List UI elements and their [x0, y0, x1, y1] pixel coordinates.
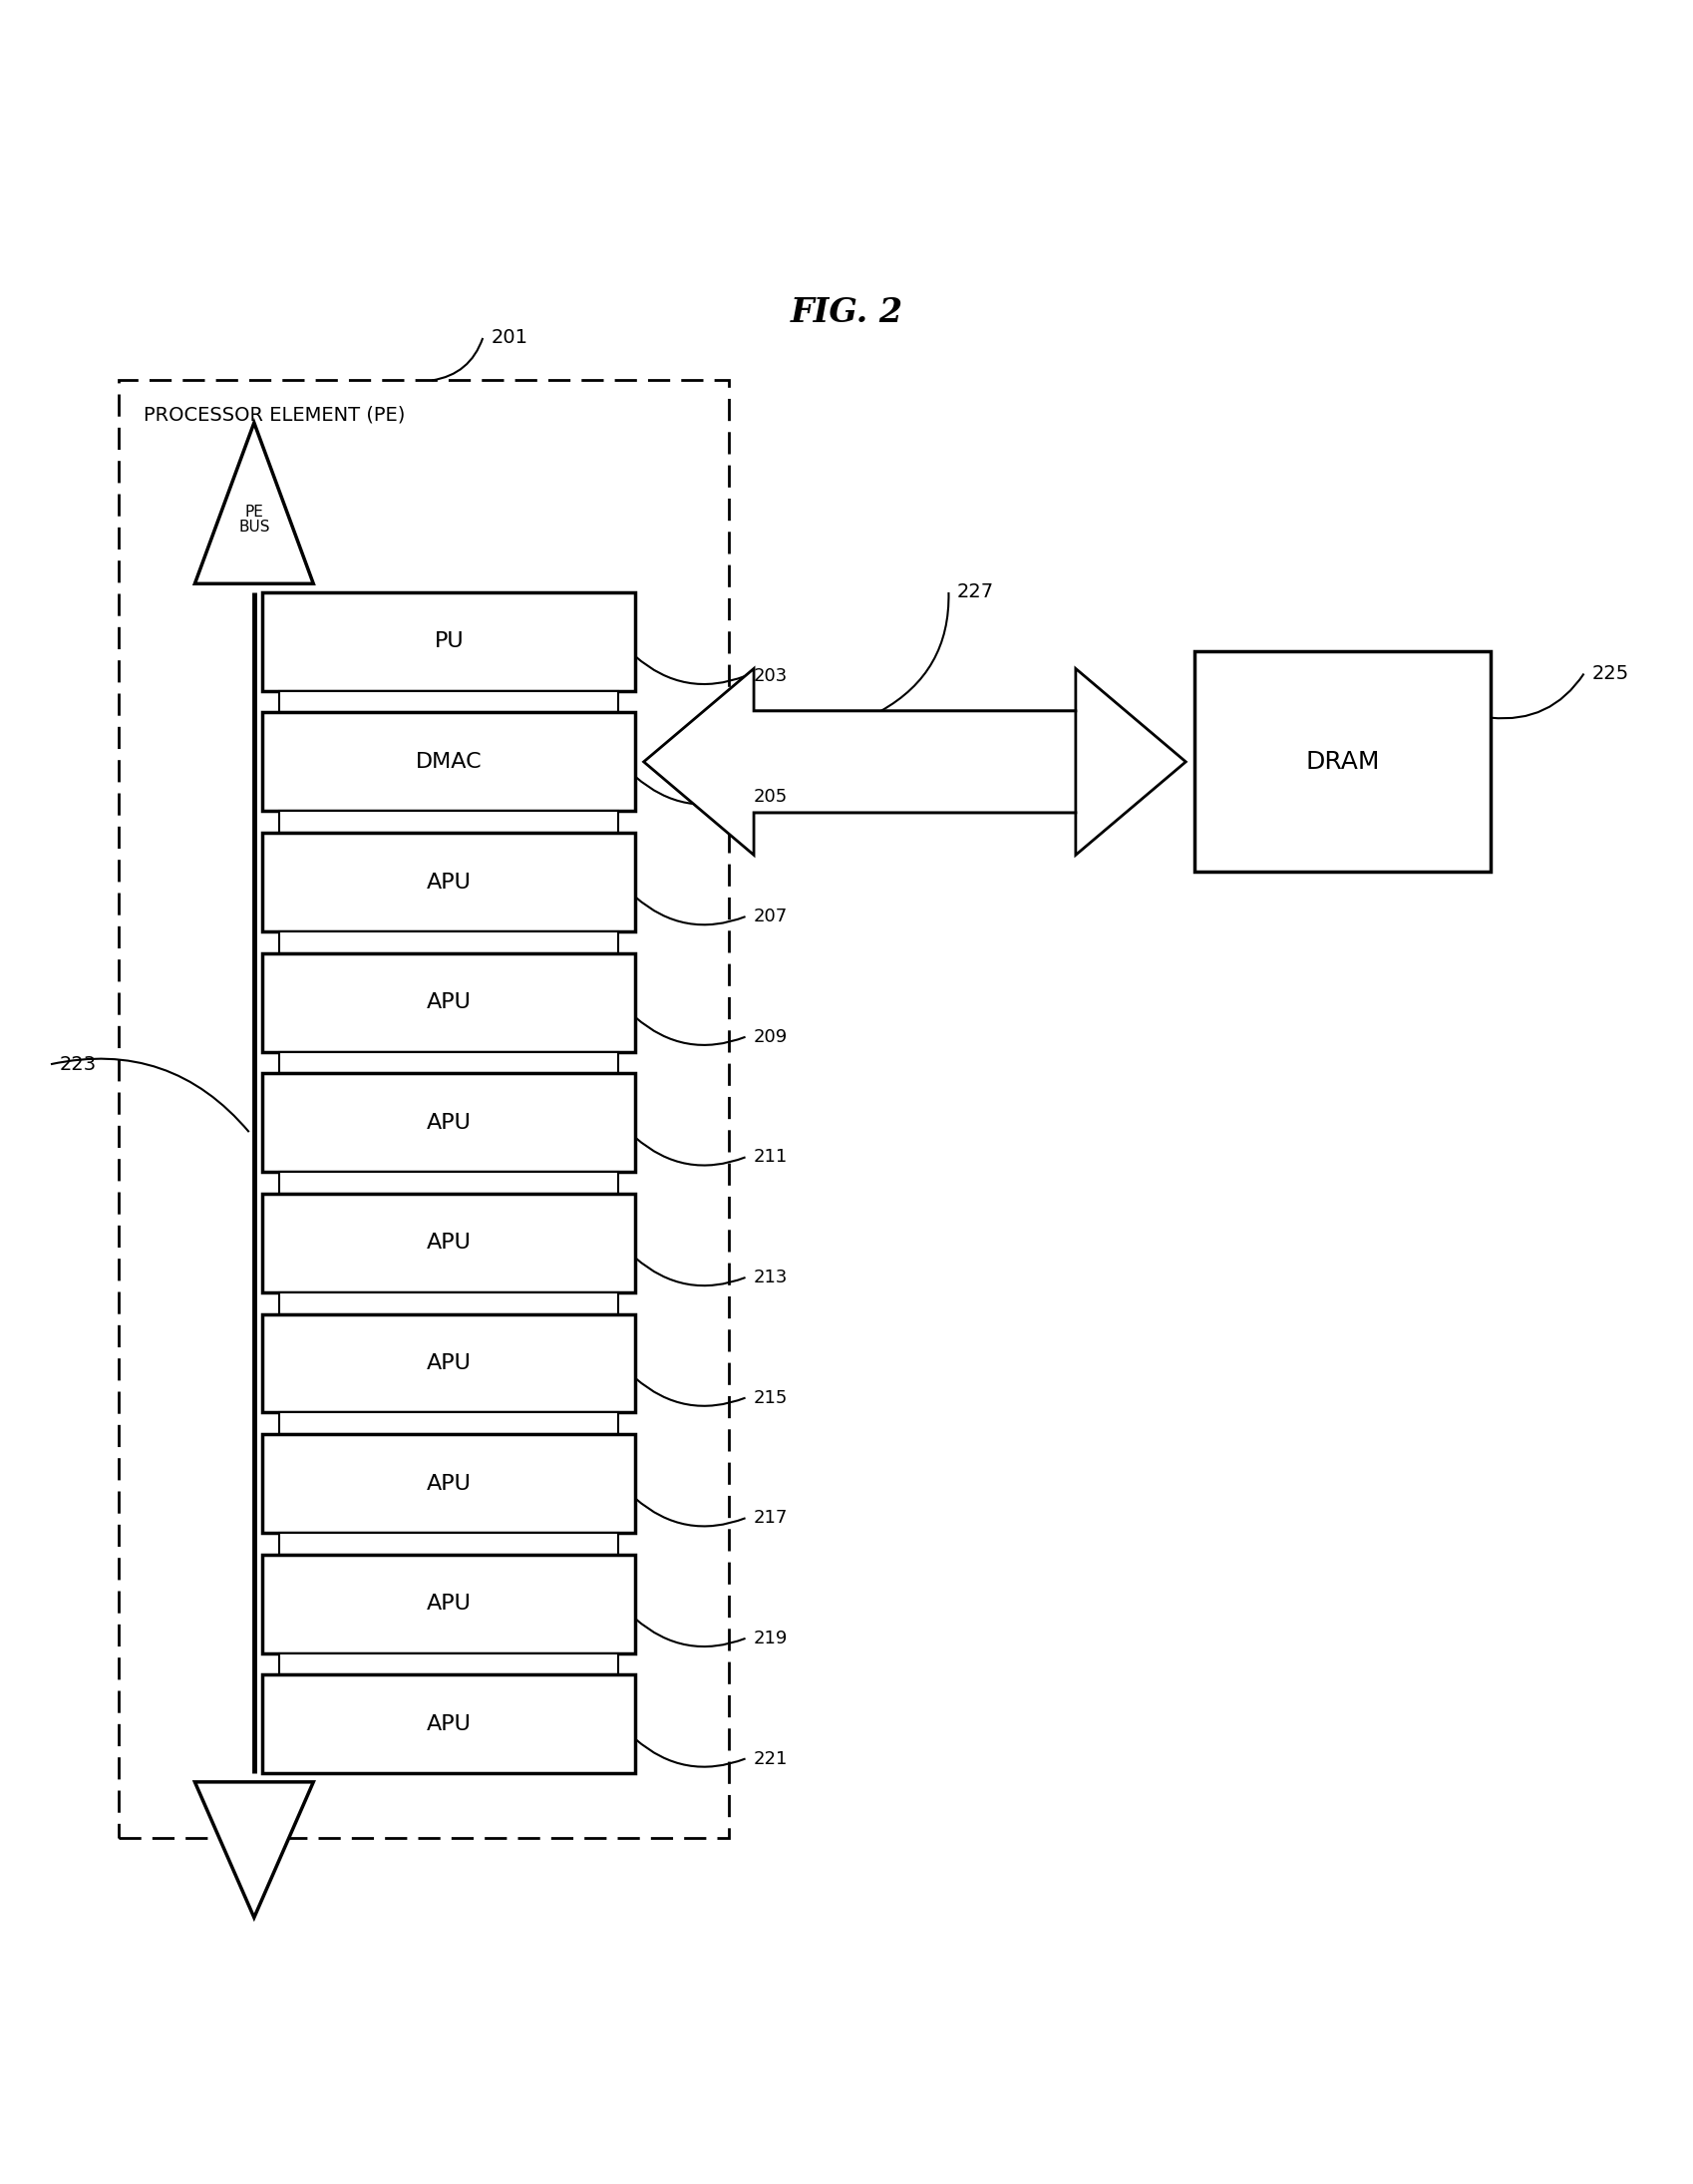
- Bar: [279, 1533, 618, 1555]
- Bar: [279, 690, 618, 712]
- Bar: [262, 952, 635, 1053]
- Text: PROCESSOR ELEMENT (PE): PROCESSOR ELEMENT (PE): [144, 406, 405, 424]
- Text: 227: 227: [957, 583, 994, 603]
- Text: DMAC: DMAC: [415, 751, 483, 771]
- Bar: [262, 1555, 635, 1653]
- Polygon shape: [195, 424, 313, 583]
- Text: 201: 201: [491, 328, 528, 347]
- Bar: [262, 832, 635, 930]
- Bar: [279, 1293, 618, 1315]
- Text: 209: 209: [753, 1029, 787, 1046]
- Polygon shape: [195, 1782, 313, 1918]
- Bar: [262, 712, 635, 810]
- Bar: [262, 1195, 635, 1293]
- Text: 213: 213: [753, 1269, 787, 1286]
- Text: 211: 211: [753, 1149, 787, 1166]
- Text: APU: APU: [427, 992, 471, 1013]
- Text: PE
BUS: PE BUS: [239, 505, 269, 535]
- Polygon shape: [643, 668, 1075, 854]
- Polygon shape: [753, 668, 1185, 854]
- Text: 217: 217: [753, 1509, 787, 1527]
- Text: APU: APU: [427, 1234, 471, 1254]
- Text: APU: APU: [427, 871, 471, 891]
- Bar: [279, 1053, 618, 1072]
- Text: 205: 205: [753, 788, 787, 806]
- Text: APU: APU: [427, 1112, 471, 1133]
- Text: APU: APU: [427, 1594, 471, 1614]
- Bar: [279, 930, 618, 952]
- Text: APU: APU: [427, 1714, 471, 1734]
- Text: 221: 221: [753, 1749, 787, 1767]
- Text: APU: APU: [427, 1474, 471, 1494]
- Bar: [262, 1315, 635, 1413]
- Text: 225: 225: [1591, 664, 1629, 684]
- Bar: [279, 810, 618, 832]
- Text: 223: 223: [59, 1055, 97, 1075]
- Bar: [262, 1675, 635, 1773]
- Text: DRAM: DRAM: [1305, 749, 1378, 773]
- Bar: [279, 1653, 618, 1675]
- Text: FIG. 2: FIG. 2: [791, 297, 902, 330]
- Text: 203: 203: [753, 666, 787, 686]
- Text: 207: 207: [753, 909, 787, 926]
- Bar: [262, 592, 635, 690]
- Bar: [1194, 651, 1490, 871]
- Text: 215: 215: [753, 1389, 787, 1406]
- Text: PU: PU: [433, 631, 464, 651]
- Text: 219: 219: [753, 1629, 787, 1647]
- Text: APU: APU: [427, 1354, 471, 1374]
- Bar: [119, 380, 728, 1837]
- Bar: [279, 1413, 618, 1435]
- Bar: [262, 1435, 635, 1533]
- Bar: [279, 1173, 618, 1195]
- Bar: [262, 1072, 635, 1173]
